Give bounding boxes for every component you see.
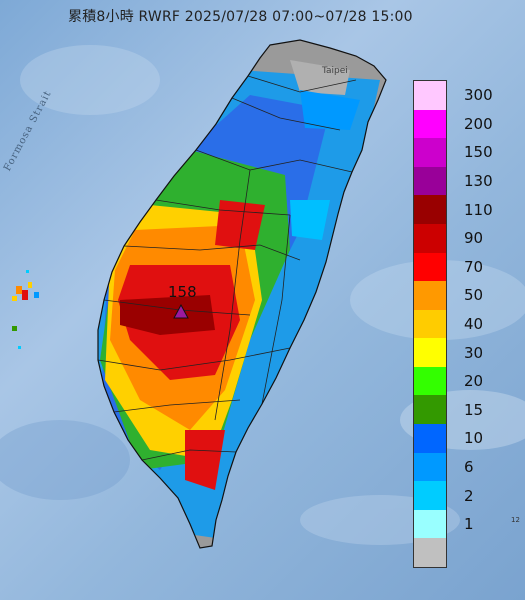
legend-label: 2 bbox=[464, 486, 474, 505]
legend-label: 200 bbox=[464, 114, 493, 133]
legend-label: 6 bbox=[464, 457, 474, 476]
legend-swatch bbox=[414, 424, 446, 454]
legend-label: 30 bbox=[464, 343, 484, 362]
max-value-marker bbox=[173, 303, 189, 319]
legend-swatch bbox=[414, 109, 446, 139]
legend-swatch bbox=[414, 509, 446, 539]
legend-swatch bbox=[414, 223, 446, 254]
legend-label: 110 bbox=[464, 200, 493, 219]
legend-label: 70 bbox=[464, 257, 484, 276]
legend-swatch bbox=[414, 309, 446, 339]
legend-swatch bbox=[414, 281, 446, 311]
legend-label: 1 bbox=[464, 515, 474, 534]
legend-swatch bbox=[414, 366, 446, 396]
legend-label: 20 bbox=[464, 372, 484, 391]
legend-swatch bbox=[414, 195, 446, 225]
legend-label: 40 bbox=[464, 315, 484, 333]
legend-swatch bbox=[414, 481, 446, 511]
legend-swatch bbox=[414, 338, 446, 368]
map-title: 累積8小時 RWRF 2025/07/28 07:00~07/28 15:00 bbox=[68, 9, 413, 25]
city-label-taipei: Taipei bbox=[322, 66, 348, 76]
legend-swatch bbox=[414, 452, 446, 482]
legend-label: 15 bbox=[464, 400, 484, 419]
legend-swatch bbox=[414, 138, 446, 168]
edge-label: 12 bbox=[511, 516, 520, 524]
county-boundaries bbox=[97, 75, 357, 461]
legend-label: 50 bbox=[464, 286, 484, 305]
legend-label: 150 bbox=[464, 143, 493, 162]
legend-swatch bbox=[414, 252, 446, 282]
legend-label: 10 bbox=[464, 429, 484, 448]
legend-swatch bbox=[414, 81, 446, 111]
legend-label: 300 bbox=[464, 86, 493, 105]
legend-swatch bbox=[414, 538, 446, 568]
penghu-islands bbox=[12, 270, 39, 349]
legend-swatch bbox=[414, 395, 446, 425]
legend-label: 90 bbox=[464, 229, 484, 248]
legend-swatch bbox=[414, 166, 446, 196]
coastline bbox=[97, 39, 387, 549]
rainfall-overlay bbox=[98, 60, 380, 540]
max-value-label: 158 bbox=[168, 283, 197, 301]
legend-label: 130 bbox=[464, 172, 493, 191]
legend-colorbar bbox=[413, 80, 447, 568]
